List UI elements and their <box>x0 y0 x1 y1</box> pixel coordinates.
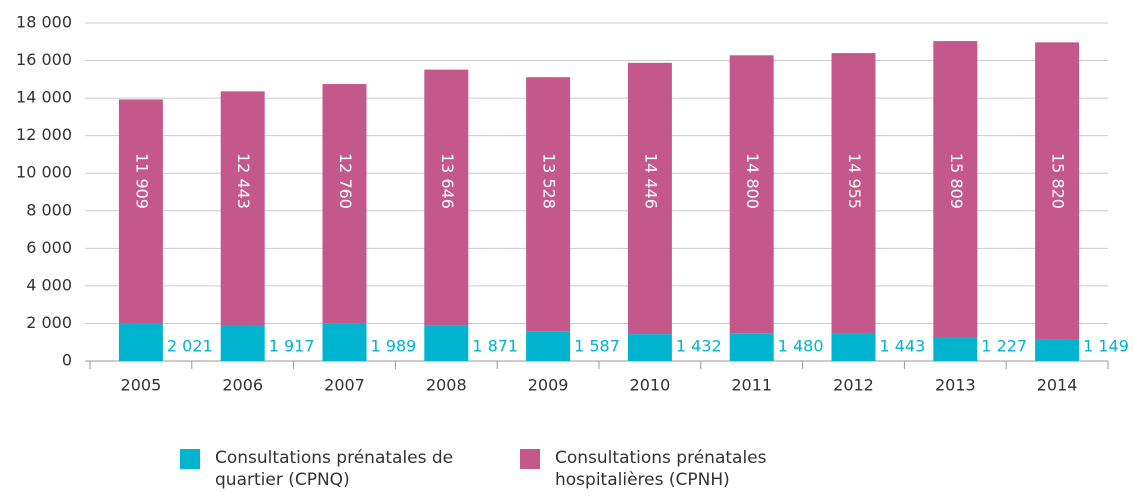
y-tick-label: 14 000 <box>16 88 72 107</box>
y-tick-label: 16 000 <box>16 50 72 69</box>
bar-segment <box>220 91 265 326</box>
bar-segment <box>322 84 367 324</box>
data-label: 14 800 <box>743 153 762 209</box>
bar-segment <box>118 323 163 361</box>
y-tick-label: 8 000 <box>26 200 72 219</box>
data-label: 1 432 <box>676 337 722 356</box>
bar-segment <box>729 55 774 334</box>
data-label: 1 480 <box>778 337 824 356</box>
legend-swatch <box>180 449 200 469</box>
x-tick-label: 2009 <box>528 376 569 395</box>
y-tick-label: 10 000 <box>16 163 72 182</box>
bar-segment <box>1035 339 1080 361</box>
data-label: 14 446 <box>641 153 660 209</box>
data-label: 2 021 <box>167 337 213 356</box>
bar-segment <box>424 69 469 326</box>
legend-swatch <box>520 449 540 469</box>
x-tick-label: 2005 <box>121 376 162 395</box>
data-label: 15 809 <box>947 153 966 209</box>
data-label: 11 909 <box>132 153 151 209</box>
bar-segment <box>118 99 163 324</box>
bar-segment <box>831 53 876 334</box>
bar-segment <box>627 334 672 361</box>
y-tick-label: 12 000 <box>16 125 72 144</box>
bar-segment <box>831 333 876 361</box>
y-tick-label: 0 <box>62 351 72 370</box>
legend-item: Consultations prénatales de quartier (CP… <box>180 447 485 491</box>
x-tick-label: 2011 <box>731 376 772 395</box>
data-label: 1 917 <box>269 337 315 356</box>
data-label: 1 989 <box>371 337 417 356</box>
x-tick-label: 2014 <box>1037 376 1078 395</box>
data-label: 14 955 <box>845 153 864 209</box>
bar-segment <box>933 337 978 361</box>
bar-segment <box>526 331 571 361</box>
bar-segment <box>627 62 672 335</box>
data-label: 1 871 <box>472 337 518 356</box>
y-tick-label: 18 000 <box>16 13 72 32</box>
data-label: 13 646 <box>438 153 457 209</box>
bar-segment <box>424 325 469 361</box>
x-tick-label: 2013 <box>935 376 976 395</box>
bar-segment <box>1035 42 1080 340</box>
chart: 0 2 000 4 000 6 000 8 000 10 000 12 000 14 000 1… <box>16 13 1129 395</box>
y-tick-label: 2 000 <box>26 313 72 332</box>
data-label: 1 587 <box>574 337 620 356</box>
data-label: 1 149 <box>1083 337 1129 356</box>
y-tick-label: 4 000 <box>26 275 72 294</box>
y-tick-label: 6 000 <box>26 238 72 257</box>
x-tick-label: 2006 <box>222 376 263 395</box>
x-tick-label: 2007 <box>324 376 365 395</box>
data-label: 1 227 <box>981 337 1027 356</box>
bar-segment <box>220 325 265 361</box>
x-tick-label: 2008 <box>426 376 467 395</box>
x-tick-label: 2012 <box>833 376 874 395</box>
data-label: 12 760 <box>336 153 355 209</box>
data-label: 15 820 <box>1049 153 1068 209</box>
data-label: 13 528 <box>540 153 559 209</box>
data-label: 12 443 <box>234 153 253 209</box>
legend-item: Consultations prénatales hospitalières (… <box>520 447 805 491</box>
bar-segment <box>729 333 774 361</box>
bar-segment <box>526 77 571 332</box>
data-label: 1 443 <box>880 337 926 356</box>
legend-label: Consultations prénatales hospitalières (… <box>555 448 767 490</box>
x-tick-label: 2010 <box>630 376 671 395</box>
bar-segment <box>933 41 978 338</box>
bar-segment <box>322 323 367 361</box>
legend-label: Consultations prénatales de quartier (CP… <box>215 448 454 490</box>
